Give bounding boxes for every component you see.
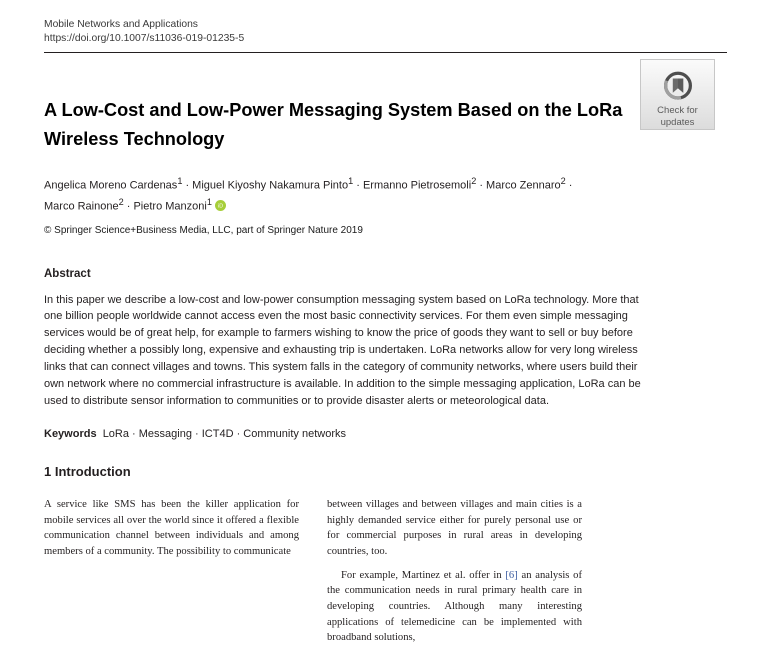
svg-text:iD: iD <box>218 204 223 210</box>
